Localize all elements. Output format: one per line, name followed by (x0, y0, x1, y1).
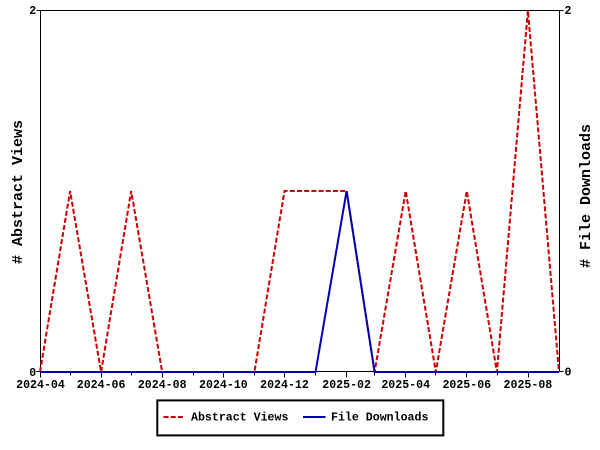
svg-text:0: 0 (565, 367, 572, 380)
svg-text:2: 2 (565, 5, 572, 18)
svg-text:2: 2 (29, 5, 36, 18)
svg-text:2025-04: 2025-04 (381, 379, 430, 392)
svg-text:2025-02: 2025-02 (322, 379, 371, 392)
svg-text:2024-10: 2024-10 (199, 379, 248, 392)
svg-text:2024-12: 2024-12 (260, 379, 309, 392)
svg-text:2024-06: 2024-06 (77, 379, 126, 392)
svg-text:# Abstract Views: # Abstract Views (10, 120, 27, 264)
svg-text:2025-08: 2025-08 (504, 379, 553, 392)
svg-text:2024-04: 2024-04 (16, 379, 65, 392)
svg-text:2024-08: 2024-08 (138, 379, 187, 392)
svg-text:0: 0 (29, 367, 36, 380)
svg-text:2025-06: 2025-06 (442, 379, 491, 392)
svg-text:File Downloads: File Downloads (331, 412, 428, 425)
svg-text:Abstract Views: Abstract Views (191, 412, 288, 425)
svg-text:# File Downloads: # File Downloads (578, 124, 595, 268)
